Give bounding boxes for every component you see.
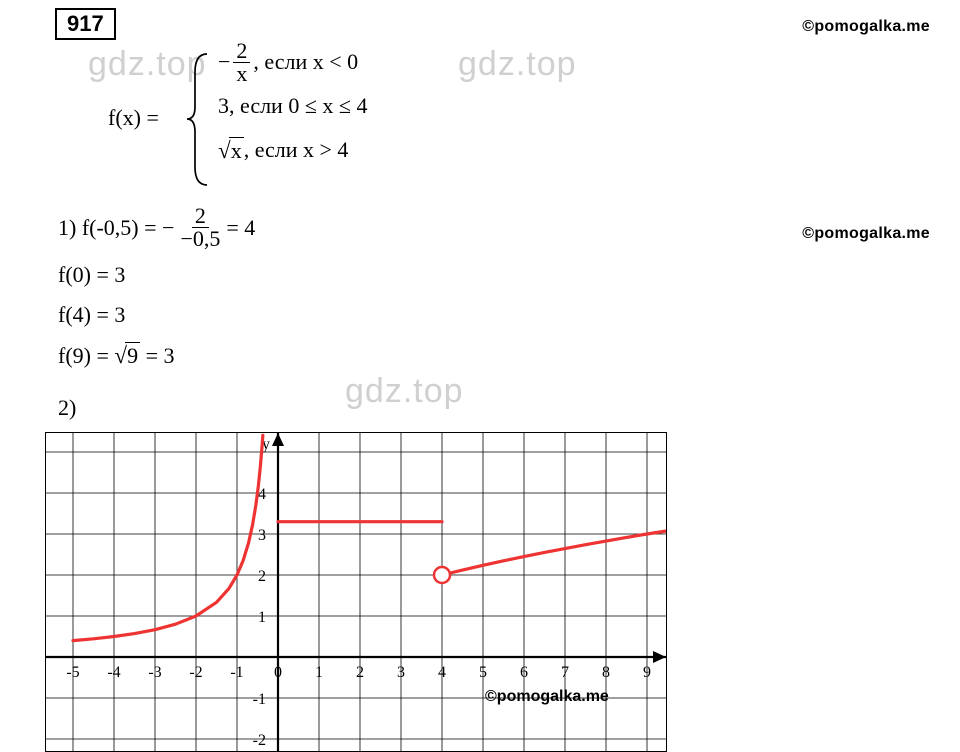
svg-text:-5: -5 xyxy=(66,664,79,681)
calc-1-prefix: 1) f(-0,5) = − xyxy=(58,215,174,241)
svg-text:1: 1 xyxy=(258,609,266,626)
svg-text:-3: -3 xyxy=(148,664,161,681)
piece-3-cond: , если x > 4 xyxy=(244,137,349,163)
frac-num: 2 xyxy=(192,205,209,228)
svg-text:-4: -4 xyxy=(107,664,120,681)
piece-1: − 2 x , если x < 0 xyxy=(218,40,367,84)
piece-2: 3 , если 0 ≤ x ≤ 4 xyxy=(218,84,367,128)
piece-3: x , если x > 4 xyxy=(218,128,367,172)
calc-1-suffix: = 4 xyxy=(226,215,255,241)
piece-2-val: 3 xyxy=(218,93,229,119)
piecewise-definition: − 2 x , если x < 0 3 , если 0 ≤ x ≤ 4 x … xyxy=(218,40,367,172)
copyright-watermark-bottom: ©pomogalka.me xyxy=(485,688,609,706)
calc-4-suffix: = 3 xyxy=(146,343,175,368)
svg-text:3: 3 xyxy=(258,527,266,544)
piece-1-neg: − xyxy=(218,49,230,75)
copyright-watermark-top: ©pomogalka.me xyxy=(802,18,930,36)
calc-1-fraction: 2 −0,5 xyxy=(177,205,223,250)
copyright-watermark-mid: ©pomogalka.me xyxy=(802,225,930,243)
gdz-watermark: gdz.top xyxy=(345,372,464,411)
calc-line-2: f(0) = 3 xyxy=(58,262,125,288)
piece-2-cond: , если 0 ≤ x ≤ 4 xyxy=(229,93,367,119)
svg-text:-2: -2 xyxy=(189,664,202,681)
svg-text:5: 5 xyxy=(479,664,487,681)
piece-3-sqrt: x xyxy=(218,137,244,164)
svg-text:1: 1 xyxy=(315,664,323,681)
calc-line-3: f(4) = 3 xyxy=(58,302,125,328)
svg-text:6: 6 xyxy=(520,664,528,681)
calc-4-sqrt: 9 xyxy=(114,342,140,369)
svg-text:7: 7 xyxy=(561,664,569,681)
gdz-watermark: gdz.top xyxy=(458,45,577,84)
svg-text:-1: -1 xyxy=(230,664,243,681)
problem-number: 917 xyxy=(55,8,116,40)
function-lhs: f(x) = xyxy=(108,105,159,131)
calc-line-1: 1) f(-0,5) = − 2 −0,5 = 4 xyxy=(58,205,255,250)
svg-text:9: 9 xyxy=(643,664,651,681)
piece-1-cond: , если x < 0 xyxy=(253,49,358,75)
svg-text:0: 0 xyxy=(274,664,282,681)
calc-line-5: 2) xyxy=(58,395,76,421)
svg-text:8: 8 xyxy=(602,664,610,681)
frac-den: x xyxy=(233,63,250,85)
svg-text:-2: -2 xyxy=(253,732,266,749)
svg-text:-1: -1 xyxy=(253,691,266,708)
radicand: 9 xyxy=(125,342,140,369)
frac-num: 2 xyxy=(233,40,250,63)
calc-line-4: f(9) = 9 = 3 xyxy=(58,342,175,369)
page-root: 917 ©pomogalka.me ©pomogalka.me gdz.top … xyxy=(0,0,960,752)
piecewise-brace xyxy=(185,52,215,187)
svg-text:2: 2 xyxy=(258,568,266,585)
frac-den: −0,5 xyxy=(177,228,223,250)
svg-text:2: 2 xyxy=(356,664,364,681)
svg-text:3: 3 xyxy=(397,664,405,681)
calc-4-prefix: f(9) = xyxy=(58,343,114,368)
svg-text:4: 4 xyxy=(438,664,446,681)
piece-1-fraction: 2 x xyxy=(233,40,250,85)
radicand: x xyxy=(229,137,244,164)
